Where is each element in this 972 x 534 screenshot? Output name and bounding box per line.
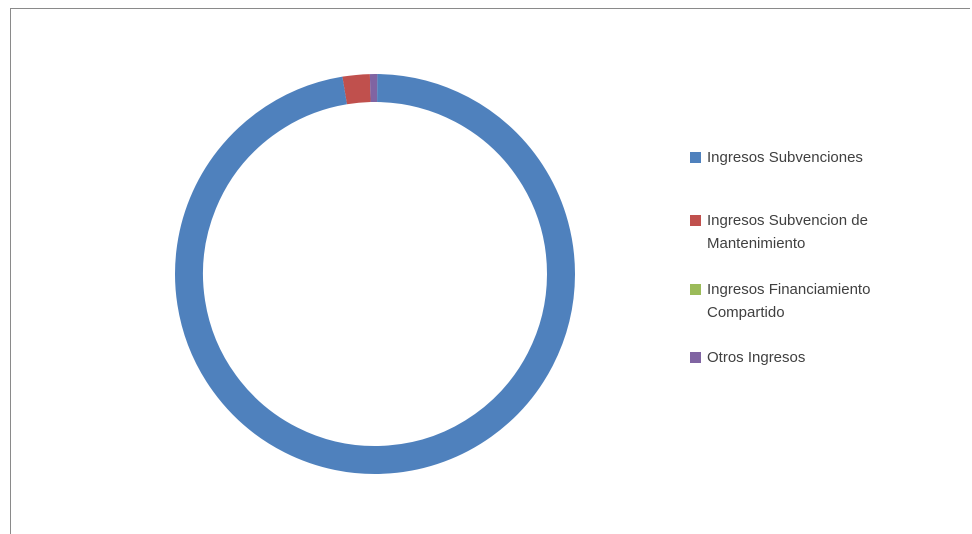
legend-label: Ingresos Financiamiento Compartido <box>707 281 871 321</box>
legend-item-otros-ingresos: Otros Ingresos <box>690 346 940 369</box>
legend-item-ingresos-financiamiento-compartido: Ingresos Financiamiento Compartido <box>690 278 940 324</box>
legend-label: Ingresos Subvenciones <box>707 149 863 166</box>
legend-swatch <box>690 215 701 226</box>
slice-ingresos-subvencion-mantenimiento <box>342 74 371 105</box>
legend-swatch <box>690 152 701 163</box>
legend-swatch <box>690 352 701 363</box>
legend-label: Ingresos Subvencion de Mantenimiento <box>707 212 868 252</box>
legend-swatch <box>690 284 701 295</box>
chart-frame <box>10 8 970 534</box>
legend-item-ingresos-subvencion-mantenimiento: Ingresos Subvencion de Mantenimiento <box>690 209 940 255</box>
legend-label: Otros Ingresos <box>707 349 806 366</box>
slice-ingresos-subvenciones <box>175 74 575 474</box>
legend-item-ingresos-subvenciones: Ingresos Subvenciones <box>690 146 940 169</box>
